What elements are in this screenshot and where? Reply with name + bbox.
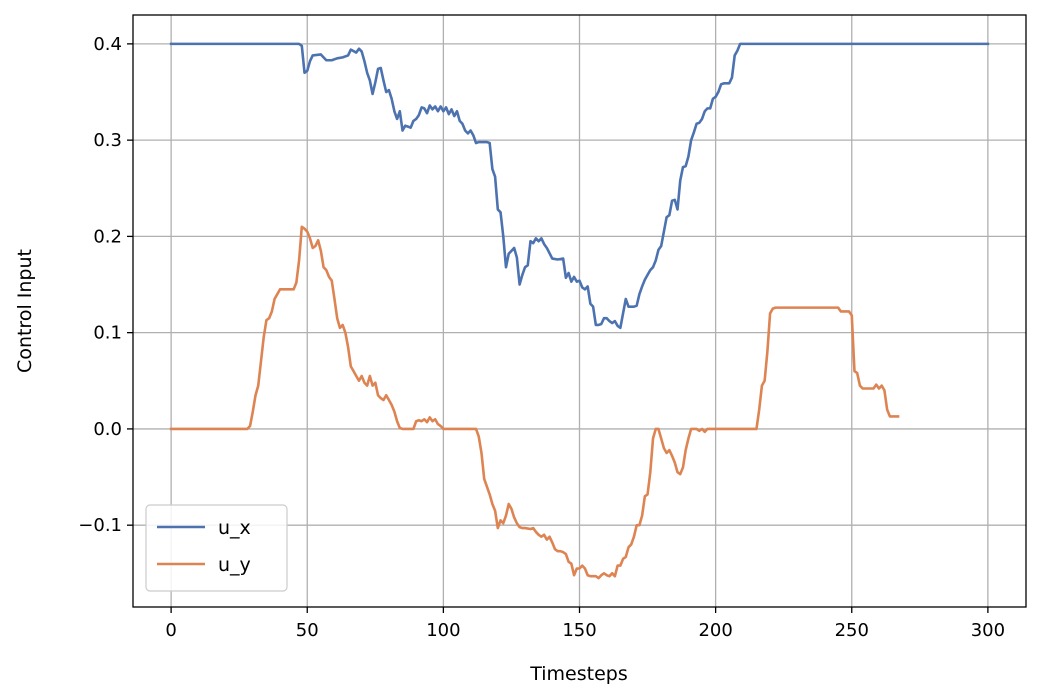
y-tick-label: 0.2 <box>93 226 122 247</box>
y-axis-label: Control Input <box>14 249 36 373</box>
x-tick-label: 300 <box>971 620 1005 641</box>
legend-label: u_x <box>218 517 251 539</box>
x-tick-label: 150 <box>562 620 596 641</box>
x-axis-label: Timesteps <box>529 663 628 685</box>
series-line-u-y <box>169 225 900 580</box>
legend-label: u_y <box>218 554 251 576</box>
ticks: 0 50 100 150 200 250 300 0.4 0.3 0.2 0.1 0.0 −0.1 <box>78 34 1005 641</box>
y-tick-label: −0.1 <box>78 515 122 536</box>
x-tick-label: 200 <box>698 620 732 641</box>
x-tick-label: 100 <box>426 620 460 641</box>
y-tick-label: 0.0 <box>93 419 122 440</box>
legend: u_x u_y <box>145 504 288 592</box>
series-line-u-x <box>169 42 990 330</box>
y-tick-label: 0.3 <box>93 130 122 151</box>
x-tick-label: 50 <box>296 620 319 641</box>
grid <box>133 15 1026 607</box>
x-tick-label: 0 <box>165 620 176 641</box>
series-lines <box>169 42 990 580</box>
y-tick-label: 0.1 <box>93 323 122 344</box>
x-tick-label: 250 <box>835 620 869 641</box>
y-tick-label: 0.4 <box>93 34 122 55</box>
legend-box <box>145 504 288 592</box>
